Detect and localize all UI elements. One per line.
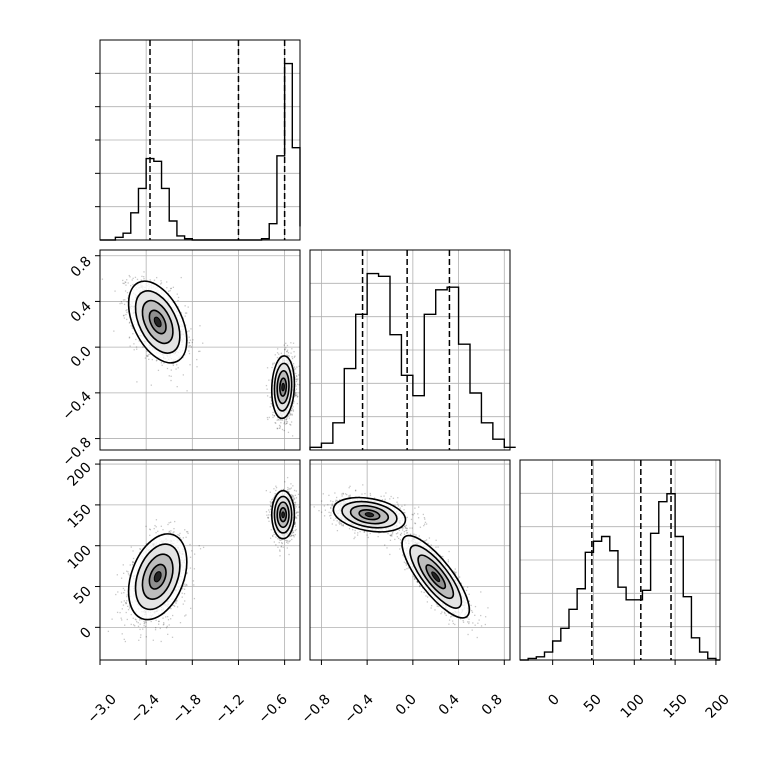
corner-panels: [95, 39, 721, 665]
x-tick-label: 0.8: [479, 692, 506, 719]
y-tick-label: −0.4: [59, 388, 94, 423]
x-tick-label: −1.2: [212, 692, 247, 727]
y-tick-label: 0.4: [68, 298, 95, 325]
panel-border: [99, 249, 301, 451]
panel-density-p1-p2: [309, 459, 511, 665]
x-tick-label: 50: [581, 692, 605, 716]
x-tick-label: −3.0: [84, 692, 119, 727]
hist-step-line: [520, 493, 720, 661]
x-tick-label: 200: [703, 692, 733, 722]
y-tick-label: 50: [71, 584, 95, 608]
x-tick-label: −2.4: [127, 691, 162, 726]
density-peak: [281, 511, 285, 519]
panel-border: [519, 459, 721, 661]
y-tick-label: 150: [65, 502, 95, 532]
panel-hist-p2: [519, 459, 721, 665]
panel-border: [309, 459, 511, 661]
density-peak: [153, 316, 162, 328]
density-peak: [364, 512, 375, 518]
x-tick-label: −1.8: [169, 692, 204, 727]
y-tick-label: 0.8: [68, 254, 95, 281]
x-tick-label: 0.4: [436, 691, 463, 718]
x-tick-label: 0.0: [393, 692, 420, 719]
x-tick-label: 100: [618, 692, 648, 722]
panel-border: [99, 459, 301, 661]
density-peak: [431, 571, 441, 583]
hist-step-line: [309, 272, 516, 450]
panel-hist-p0: [95, 39, 301, 241]
density-layer: [107, 476, 300, 643]
x-tick-label: −0.8: [298, 692, 333, 727]
panel-border: [309, 249, 511, 451]
panel-density-p0-p1: [95, 249, 301, 451]
panel-background: [100, 250, 300, 450]
y-tick-label: 0.0: [68, 344, 95, 371]
y-tick-label: 0: [77, 625, 95, 643]
x-tick-label: −0.4: [341, 691, 376, 726]
panel-background: [100, 460, 300, 660]
x-tick-label: 0: [545, 692, 563, 710]
density-layer: [101, 271, 300, 437]
x-tick-label: −0.6: [255, 691, 290, 726]
panel-hist-p1: [309, 249, 516, 451]
panel-border: [99, 39, 301, 241]
x-tick-label: 150: [661, 692, 691, 722]
hist-step-line: [100, 62, 301, 241]
density-peak: [281, 382, 285, 392]
panel-density-p0-p2: [95, 459, 301, 665]
density-layer: [313, 484, 489, 639]
density-peak: [153, 571, 162, 583]
y-tick-label: 100: [65, 543, 95, 573]
